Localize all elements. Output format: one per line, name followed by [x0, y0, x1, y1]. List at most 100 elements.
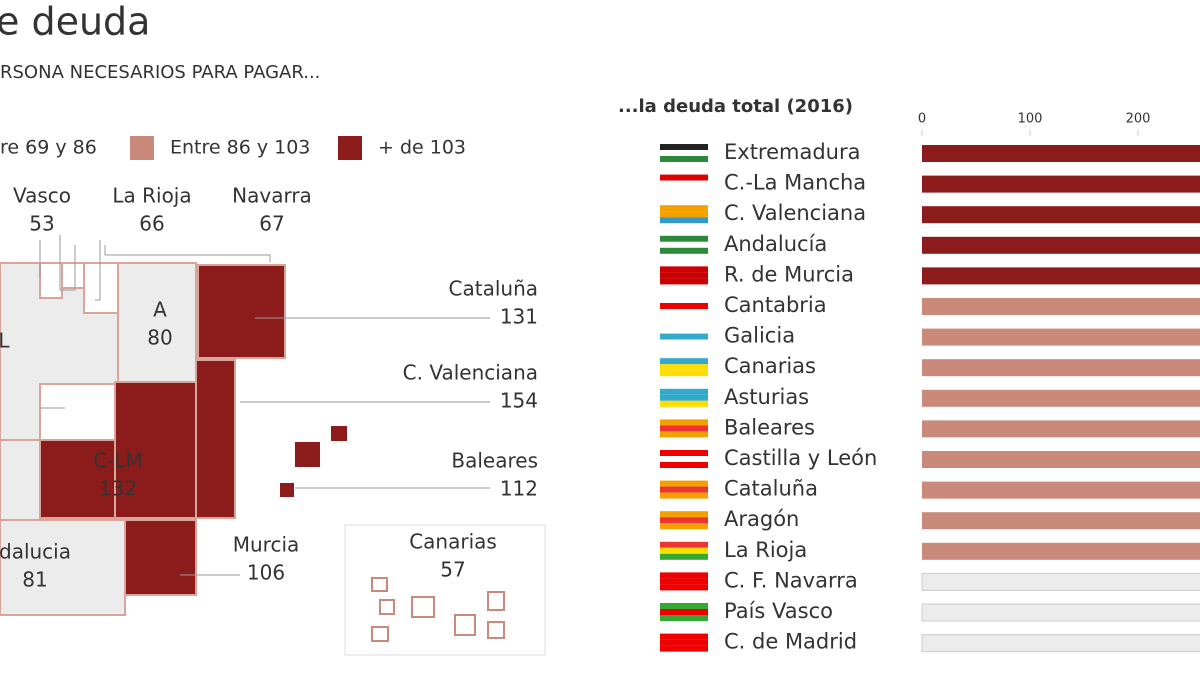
chart-title: ...la deuda total (2016) [618, 96, 853, 117]
x-tick-label: 200 [1126, 112, 1151, 127]
category-label: Asturias [724, 385, 809, 409]
tile [331, 426, 347, 441]
flag [660, 480, 708, 487]
region-value: 81 [22, 568, 47, 592]
region-name: Vasco [13, 184, 71, 208]
region-name: Cataluña [449, 277, 538, 301]
category-label: Castilla y León [724, 446, 877, 470]
flag [660, 609, 708, 615]
flag [660, 486, 708, 493]
tile [0, 519, 126, 616]
bar [922, 359, 1200, 377]
bar [922, 451, 1200, 468]
bar [922, 236, 1200, 254]
flag [660, 174, 708, 181]
flag [660, 572, 708, 579]
bar [922, 328, 1200, 346]
flag [660, 603, 708, 609]
bar [922, 175, 1200, 193]
category-label: Extremadura [724, 140, 861, 164]
flag [660, 388, 708, 395]
region-value: 131 [500, 305, 538, 329]
category-label: C. de Madrid [724, 630, 857, 654]
category-label: Cataluña [724, 477, 818, 501]
region-value: 53 [29, 212, 54, 236]
category-label: La Rioja [724, 538, 807, 562]
bar [922, 298, 1200, 315]
tile [280, 483, 294, 497]
flag [660, 358, 708, 365]
tile [39, 439, 116, 519]
category-label: Baleares [724, 415, 815, 439]
flag [660, 370, 708, 377]
tile [61, 262, 85, 289]
flag [660, 205, 708, 212]
flag [660, 339, 708, 346]
bar [921, 634, 1200, 653]
flag [660, 247, 708, 254]
bar [922, 267, 1200, 285]
flag [660, 639, 708, 646]
flag [660, 615, 708, 621]
flag [660, 278, 708, 285]
legend-swatch [130, 136, 154, 160]
flag [660, 156, 708, 162]
tile [39, 383, 116, 441]
flag [660, 266, 708, 273]
category-label: C. Valenciana [724, 201, 866, 225]
flag [660, 492, 708, 499]
bar [922, 481, 1200, 499]
tile [197, 264, 286, 359]
subtitle: RSONA NECESARIOS PARA PAGAR... [0, 62, 320, 83]
tile [83, 262, 119, 314]
region-value: 154 [500, 389, 538, 413]
region-value: 67 [259, 212, 284, 236]
region-name: Navarra [232, 184, 312, 208]
flag [660, 235, 708, 242]
flag [660, 297, 708, 303]
legend-swatch [338, 136, 362, 160]
flag [660, 150, 708, 156]
flag [660, 419, 708, 426]
region-name: L [0, 329, 10, 353]
flag [660, 394, 708, 401]
x-tick-label: 100 [1018, 112, 1043, 127]
canarias-box [344, 524, 546, 656]
region-name: C-LM [93, 449, 143, 473]
flag [660, 425, 708, 432]
category-label: Aragón [724, 507, 799, 531]
bar [921, 603, 1200, 622]
legend-label: Entre 86 y 103 [170, 137, 310, 159]
region-value: 66 [139, 212, 164, 236]
category-label: C.-La Mancha [724, 171, 866, 195]
tile [124, 519, 197, 596]
flag [660, 309, 708, 315]
category-label: Canarias [724, 354, 816, 378]
flag [660, 272, 708, 279]
flag [660, 450, 708, 456]
flag [660, 523, 708, 530]
bar [921, 572, 1200, 591]
category-label: Cantabria [724, 293, 827, 317]
tile [117, 262, 197, 383]
canarias-tiles [371, 577, 505, 642]
region-name: dalucia [0, 540, 71, 564]
category-label: Galicia [724, 324, 795, 348]
flag [660, 541, 708, 548]
flag [660, 144, 708, 150]
region-name: Baleares [451, 449, 538, 473]
tile [195, 359, 236, 519]
flag [660, 462, 708, 468]
region-value: 132 [99, 477, 137, 501]
tile [0, 439, 41, 521]
category-label: C. F. Navarra [724, 568, 858, 592]
region-value: 57 [440, 558, 465, 582]
category-label: Andalucía [724, 232, 827, 256]
bar [922, 389, 1200, 407]
title: e deuda [0, 0, 150, 44]
region-value: 112 [500, 477, 538, 501]
region-value: 106 [247, 561, 285, 585]
category-label: R. de Murcia [724, 262, 854, 286]
tile [295, 442, 320, 467]
